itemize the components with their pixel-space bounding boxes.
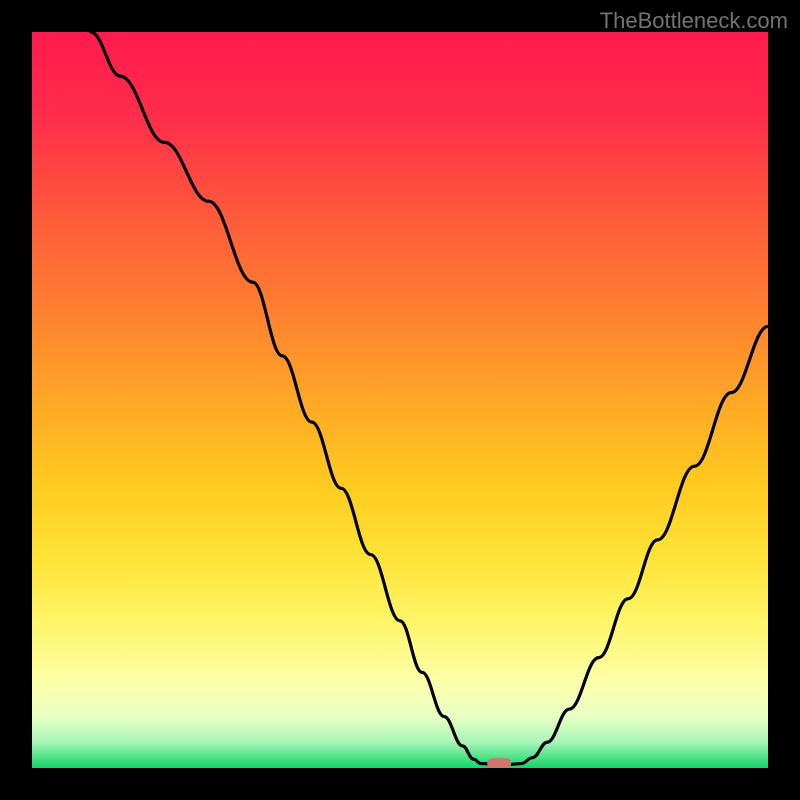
- watermark-text: TheBottleneck.com: [600, 8, 788, 34]
- bottleneck-curve: [32, 32, 768, 768]
- plot-area: [32, 32, 768, 768]
- optimal-marker: [488, 758, 512, 768]
